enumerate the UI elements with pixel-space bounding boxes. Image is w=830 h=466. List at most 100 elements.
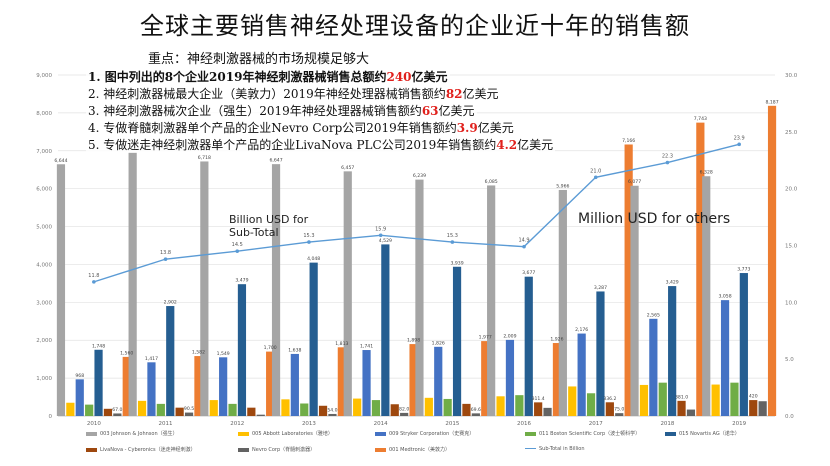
subtotal-point	[593, 175, 598, 180]
bar-stryker	[362, 350, 371, 416]
bar-medtronic	[481, 341, 490, 416]
bar-nevro	[615, 413, 624, 416]
bar-nevro	[256, 414, 265, 416]
bar-data-label: 4,529	[379, 238, 392, 244]
bar-livanova	[247, 407, 256, 416]
right-axis-tick-label: 20.0	[785, 187, 798, 193]
bar-stryker	[720, 300, 730, 416]
bar-jnj	[415, 179, 424, 416]
bar-boston	[228, 403, 237, 416]
bar-data-label: 420	[749, 394, 758, 400]
bar-livanova	[318, 405, 328, 416]
x-axis-ticks: 2010 2011 2012 2013 2014 2015 2016 2017 2018 2019	[87, 421, 747, 427]
subtotal-point	[665, 160, 670, 165]
bar-medtronic	[266, 351, 275, 416]
bar-data-label: 311.4	[532, 396, 545, 402]
left-axis-tick-label: 7,000	[36, 149, 52, 155]
bar-data-label: 6,077	[628, 179, 641, 185]
bar-boston	[730, 382, 739, 416]
legend-swatch	[86, 431, 97, 436]
bar-abbott	[496, 396, 505, 416]
left-axis-tick-label: 6,000	[36, 187, 52, 193]
bar-boston	[515, 395, 524, 416]
bar-jnj	[343, 171, 352, 416]
bar-data-label: 6,644	[54, 158, 67, 164]
bar-stryker	[434, 346, 443, 416]
bar-data-label: 3,287	[594, 285, 607, 291]
bar-nevro	[184, 412, 194, 416]
legend-label: 015 Novartis AG（诺华）	[679, 431, 740, 437]
legend-item-abbott: 005 Abbott Laboratories（雅培）	[238, 430, 333, 437]
legend-swatch	[525, 448, 536, 449]
bar-abbott	[137, 400, 147, 416]
bar-data-labels: 6,644 968 1,748 67.0 1,560 1,417 2,902 90.5 1,58…	[54, 99, 778, 413]
bar-jnj	[487, 185, 496, 416]
bar-data-label: 3,479	[235, 278, 248, 284]
bar-novartis	[94, 349, 103, 416]
bar-boston	[300, 403, 309, 416]
bar-jnj	[128, 152, 137, 416]
bar-stryker	[147, 362, 156, 416]
bar-data-label: 8,187	[765, 99, 778, 105]
bar-abbott	[568, 386, 577, 416]
bar-data-label: 3,058	[718, 294, 731, 300]
left-axis-tick-label: 1,000	[36, 376, 52, 382]
subtotal-data-label: 14.5	[232, 242, 243, 248]
bar-data-label: 3,773	[737, 267, 750, 273]
subtotal-point	[235, 249, 240, 253]
bar-data-label: 6,328	[700, 170, 713, 176]
bar-novartis	[309, 262, 318, 416]
bar-data-label: 1,700	[264, 345, 277, 351]
bar-novartis	[739, 273, 748, 416]
left-axis-tick-label: 0	[49, 414, 53, 420]
bar-data-label: 54.0	[327, 407, 337, 413]
bar-livanova	[749, 400, 758, 416]
x-axis-tick-label: 2018	[660, 421, 674, 427]
bar-data-label: 3,677	[522, 270, 535, 276]
x-axis-tick-label: 2014	[374, 421, 388, 427]
legend-item-nevro: Nevro Corp（脊髓刺激器）	[238, 446, 315, 453]
bar-data-label: 1,826	[432, 340, 445, 346]
bar-data-label: 381.0	[675, 394, 688, 400]
left-axis-tick-label: 5,000	[36, 225, 52, 231]
subtotal-line: 11.8 13.8 14.5 15.3 15.9 15.3 14.9 21.0 22.3 23.9	[88, 135, 745, 284]
x-axis-tick-label: 2011	[159, 421, 173, 427]
bar-data-label: 7,743	[694, 116, 707, 122]
legend-swatch	[665, 431, 676, 436]
bar-data-label: 6,647	[269, 158, 282, 164]
legend-item-jnj: 003 Johnson & Johnson（强生）	[86, 430, 178, 437]
legend-swatch	[525, 431, 536, 436]
bar-nevro	[543, 407, 552, 416]
left-axis-tick-label: 3,000	[36, 300, 52, 306]
legend-label: 005 Abbott Laboratories（雅培）	[252, 431, 333, 437]
bar-stryker	[577, 333, 586, 416]
bar-data-label: 67.0	[112, 407, 122, 413]
left-axis-tick-label: 4,000	[36, 262, 52, 268]
bar-data-label: 1,549	[217, 351, 230, 357]
bar-nevro	[400, 412, 409, 416]
subtotal-data-label: 14.9	[518, 238, 529, 244]
legend-label: Sub-Total in Billion	[539, 446, 585, 452]
bar-boston	[658, 382, 667, 416]
bar-stryker	[75, 379, 84, 416]
left-axis-tick-label: 9,000	[36, 73, 52, 79]
right-axis-tick-label: 15.0	[785, 244, 798, 250]
bar-abbott	[353, 398, 362, 416]
bar-nevro	[328, 413, 337, 416]
bar-medtronic	[552, 343, 562, 416]
bar-abbott	[209, 400, 218, 416]
bar-livanova	[677, 400, 686, 416]
bar-data-label: 1,977	[479, 335, 492, 341]
bar-livanova	[390, 404, 399, 416]
bar-medtronic	[409, 344, 418, 416]
bar-boston	[156, 403, 165, 416]
bar-livanova	[175, 407, 184, 416]
bar-data-label: 1,582	[192, 350, 205, 356]
subtotal-data-label: 15.9	[375, 226, 386, 232]
bar-data-label: 1,741	[360, 344, 373, 350]
bar-data-label: 82.0	[399, 406, 409, 412]
annotation-subtotal: Billion USD for Sub-Total	[229, 213, 309, 239]
bar-data-label: 2,902	[164, 300, 177, 306]
legend-swatch	[238, 431, 249, 436]
legend-swatch	[375, 447, 386, 452]
